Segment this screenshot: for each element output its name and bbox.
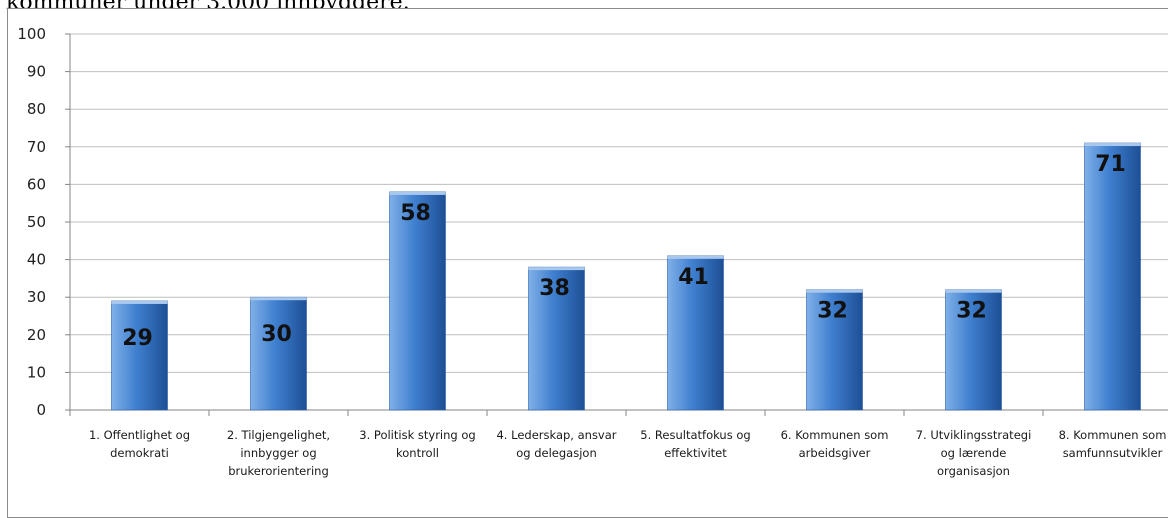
x-category-label: 1. Offentlighet og (89, 428, 190, 442)
data-label: 58 (400, 201, 431, 226)
bar-top-highlight (250, 297, 307, 301)
bar (806, 289, 863, 411)
bar-top-highlight (667, 255, 724, 259)
x-category-label: kontroll (396, 446, 439, 460)
y-tick-label: 70 (27, 138, 46, 156)
x-category-label: 4. Lederskap, ansvar (496, 428, 616, 442)
x-category-label: effektivitet (664, 446, 727, 460)
y-tick-label: 60 (27, 175, 46, 193)
data-label: 71 (1095, 152, 1126, 177)
y-tick-label: 20 (27, 326, 46, 344)
x-category-label: 5. Resultatfokus og (640, 428, 750, 442)
x-category-label: 6. Kommunen som (781, 428, 889, 442)
bar-top-highlight (806, 289, 863, 293)
bars (111, 142, 1141, 411)
y-tick-label: 40 (27, 251, 46, 269)
bar (667, 255, 724, 411)
chart-frame: 0 10 20 30 40 50 60 70 80 90 100 29 1. Offentlighet … (7, 8, 1168, 518)
y-tick-label: 0 (36, 401, 46, 419)
bar-top-highlight (111, 300, 168, 304)
x-category-label: 2. Tilgjengelighet, (227, 428, 330, 442)
y-tick-label: 10 (27, 363, 46, 381)
bar-top-highlight (389, 191, 446, 195)
bar-top-highlight (1084, 143, 1141, 147)
y-tick-label: 50 (27, 213, 46, 231)
x-category-label: 8. Kommunen som (1059, 428, 1167, 442)
y-tick-label: 90 (27, 63, 46, 81)
y-tick-label: 30 (27, 288, 46, 306)
x-category-label: innbygger og (240, 446, 316, 460)
x-category-label: og delegasjon (516, 446, 597, 460)
bar-chart: 0 10 20 30 40 50 60 70 80 90 100 29 1. Offentlighet … (17, 25, 1168, 478)
data-label: 30 (261, 322, 292, 347)
bar (945, 289, 1002, 411)
bar-top-highlight (945, 289, 1002, 293)
y-tick-label: 100 (17, 25, 46, 43)
x-category-label: 7. Utviklingsstrategi (916, 428, 1032, 442)
x-category-label: brukerorientering (228, 464, 329, 478)
labels: 0 10 20 30 40 50 60 70 80 90 100 29 1. Offentlighet … (17, 25, 1166, 478)
x-category-label: arbeidsgiver (799, 446, 871, 460)
bar (1084, 142, 1141, 411)
x-category-label: demokrati (110, 446, 169, 460)
data-label: 32 (956, 299, 987, 324)
x-category-label: organisasjon (937, 464, 1010, 478)
y-tick-label: 80 (27, 100, 46, 118)
bar (389, 191, 446, 411)
x-category-label: 3. Politisk styring og (359, 428, 475, 442)
axes (65, 33, 1168, 416)
data-label: 29 (122, 326, 153, 351)
bar (528, 266, 585, 411)
data-label: 41 (678, 265, 709, 290)
gridlines (70, 33, 1168, 373)
bar (250, 296, 307, 411)
bar (111, 300, 168, 411)
data-label: 38 (539, 276, 570, 301)
bar-top-highlight (528, 267, 585, 271)
data-label: 32 (817, 299, 848, 324)
x-category-label: samfunnsutvikler (1063, 446, 1163, 460)
x-category-label: og lærende (941, 446, 1007, 460)
